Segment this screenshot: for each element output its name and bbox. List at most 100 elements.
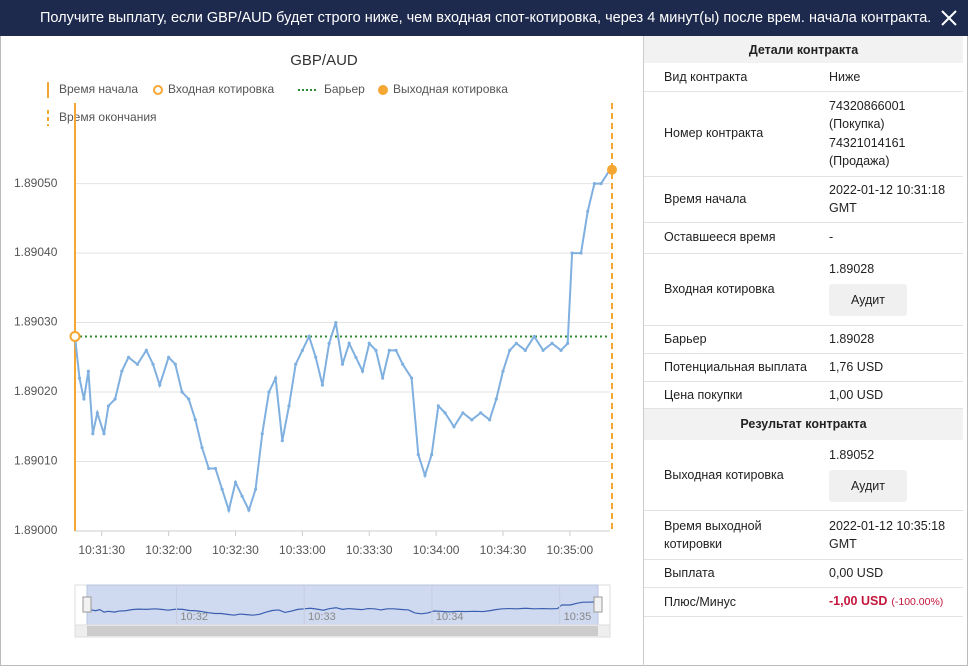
row-label: Цена покупки (644, 381, 821, 409)
y-tick-label: 1.89040 (14, 245, 58, 259)
x-tick-label: 10:34:00 (413, 543, 460, 557)
navigator-window (86, 584, 599, 626)
tick-point (327, 341, 331, 345)
tick-point (360, 369, 365, 373)
tick-point (532, 334, 536, 339)
tick-point (416, 452, 420, 457)
tick-point (86, 369, 90, 373)
tick-point (367, 341, 371, 345)
tick-point (200, 446, 204, 450)
row-label: Время начала (644, 176, 821, 223)
chart: GBP/AUD 1.89000 1.89010 1.89020 1.89030 1.89… (14, 52, 617, 638)
row-label: Выплата (644, 559, 821, 588)
x-tick-label: 10:35:00 (547, 543, 594, 557)
tick-point (550, 341, 554, 345)
tick-point (82, 397, 86, 401)
audit-button[interactable]: Аудит (829, 469, 907, 502)
navigator-handle[interactable] (82, 596, 92, 613)
y-tick-label: 1.89010 (14, 454, 58, 468)
tick-point (260, 432, 264, 436)
tick-point (401, 362, 405, 366)
tick-point (240, 494, 244, 498)
tick-point (592, 181, 596, 186)
tick-point (443, 411, 447, 415)
tick-point (280, 439, 284, 443)
tick-point (173, 362, 177, 366)
navigator-tick-label: 10:35 (564, 611, 592, 623)
tick-point (274, 376, 278, 380)
legend-label: Время окончания (59, 110, 157, 124)
row-value: - (821, 222, 963, 254)
tick-point (347, 341, 351, 345)
tick-point (436, 404, 440, 408)
tick-point (579, 251, 583, 255)
tick-point (167, 355, 171, 359)
navigator-tick-label: 10:33 (308, 611, 336, 623)
row-label: Барьер (644, 325, 821, 354)
row-value: 0,00 USD (821, 559, 963, 588)
tick-point (423, 473, 427, 478)
tick-point (126, 355, 131, 359)
row-label: Плюс/Минус (644, 587, 821, 617)
tick-point (180, 390, 184, 394)
entry-marker (69, 330, 81, 342)
tick-point (77, 376, 82, 380)
tick-point (233, 480, 238, 484)
tick-point (287, 404, 291, 408)
tick-point (494, 397, 498, 401)
legend-label: Барьер (324, 82, 365, 96)
tick-point (354, 355, 358, 359)
section-title: Результат контракта (644, 408, 963, 440)
profit-value: -1,00 USD (829, 594, 888, 608)
header-title: Получите выплату, если GBP/AUD будет стр… (40, 10, 932, 26)
tick-point (193, 418, 197, 422)
tick-point (566, 341, 570, 345)
row-label: Номер контракта (644, 91, 821, 177)
legend-label: Выходная котировка (393, 82, 508, 96)
legend-symbol (153, 85, 163, 95)
profit-percent: (-100.00%) (891, 596, 944, 608)
tick-point (207, 466, 211, 471)
row-label: Вид контракта (644, 63, 821, 92)
row-label: Потенциальная выплата (644, 353, 821, 382)
contract-panel: Детали контракта Вид контракта Ниже Номер… (643, 36, 963, 666)
contract-id: 74320866001 (Покупка) (829, 98, 906, 132)
tick-point (394, 348, 398, 352)
tick-point (106, 404, 111, 408)
tick-point (586, 209, 590, 213)
tick-point (151, 362, 155, 366)
tick-point (559, 348, 563, 352)
audit-button[interactable]: Аудит (829, 283, 907, 316)
tick-point (381, 376, 385, 380)
tick-point (120, 369, 124, 373)
tick-point (488, 418, 492, 422)
close-button[interactable] (940, 9, 958, 27)
x-tick-label: 10:33:00 (279, 543, 326, 557)
row-label: Время выходной котировки (644, 510, 821, 560)
row-value: 74320866001 (Покупка) 74321014161 (Продаж… (821, 91, 963, 177)
row-value: 1,00 USD (821, 381, 963, 409)
row-value: 1.89028 (821, 325, 963, 354)
tick-point (113, 397, 117, 401)
row-label: Входная котировка (644, 253, 821, 326)
tick-point (523, 348, 527, 352)
tick-point (461, 411, 465, 415)
y-tick-label: 1.89020 (14, 384, 58, 398)
navigator-line (86, 601, 599, 616)
section-title: Детали контракта (644, 36, 963, 63)
tick-point (158, 383, 162, 387)
tick-point (220, 487, 224, 491)
tick-point (508, 348, 512, 352)
y-tick-label: 1.89050 (14, 176, 58, 190)
tick-point (314, 355, 318, 359)
tick-point (387, 348, 391, 352)
navigator-handle[interactable] (593, 596, 603, 613)
row-value: 2022-01-12 10:31:18 GMT (821, 176, 963, 223)
tick-point (501, 369, 505, 373)
tick-point (410, 376, 414, 380)
tick-point (374, 348, 378, 352)
details-table: Детали контракта Вид контракта Ниже Номер… (644, 36, 963, 617)
tick-point (541, 348, 545, 352)
tick-point (514, 341, 518, 345)
